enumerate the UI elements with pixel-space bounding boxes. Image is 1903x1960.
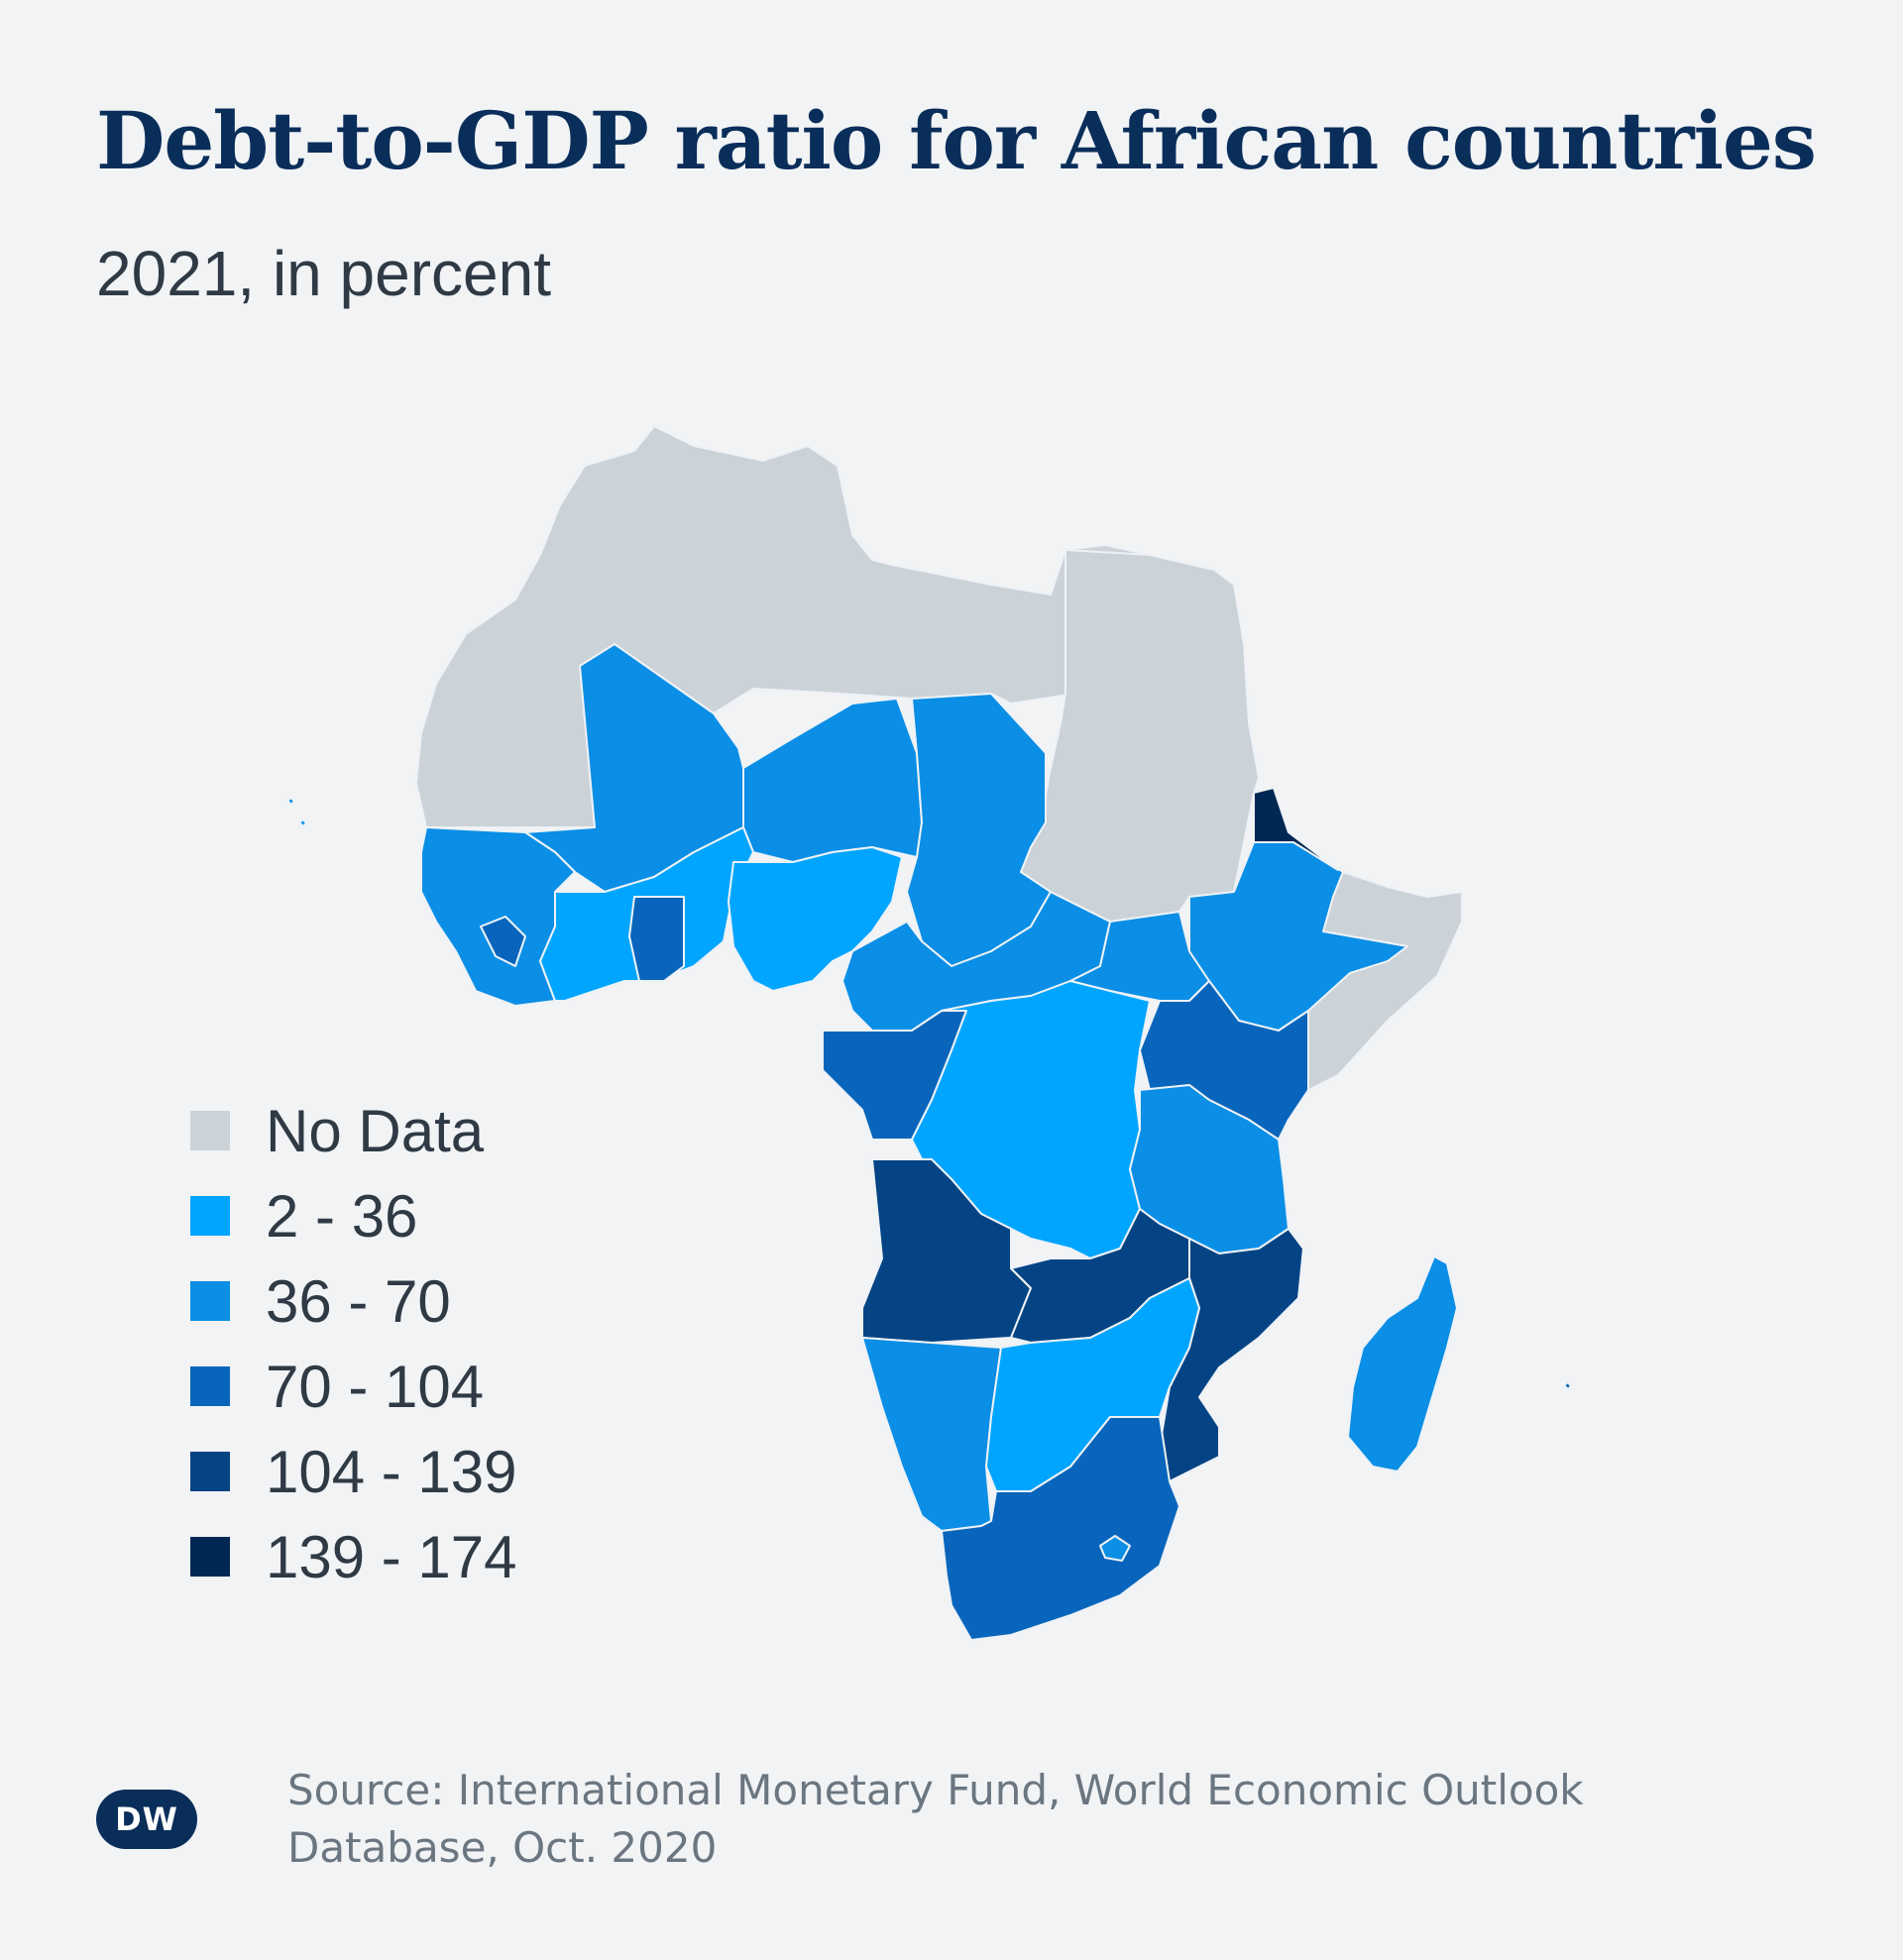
legend-label: 36 - 70 [266,1267,451,1335]
region-niger [742,698,923,863]
legend-label: 104 - 139 [266,1438,517,1505]
dw-logo: DW [96,1790,197,1849]
legend-swatch [190,1537,230,1577]
map-legend: No Data 2 - 36 36 - 70 70 - 104 104 - 13… [190,1088,517,1599]
source-note: Source: International Monetary Fund, Wor… [287,1766,1584,1872]
chart-subtitle: 2021, in percent [96,238,551,309]
region-liberia [480,916,526,967]
region-ghana [628,896,685,982]
region-mauritius [1563,1381,1572,1390]
region-botswana-zimbabwe [985,1277,1200,1492]
legend-item-2-36: 2 - 36 [190,1173,517,1258]
region-namibia [861,1337,1002,1532]
legend-swatch [190,1366,230,1406]
legend-label: 2 - 36 [266,1182,418,1250]
legend-item-139-174: 139 - 174 [190,1514,517,1599]
legend-item-36-70: 36 - 70 [190,1258,517,1344]
legend-label: 139 - 174 [266,1523,517,1590]
legend-item-no-data: No Data [190,1088,517,1173]
region-south-africa [941,1416,1180,1641]
legend-swatch [190,1196,230,1236]
region-eritrea [1253,787,1339,871]
region-cape-verde [286,797,307,827]
legend-swatch [190,1111,230,1150]
region-chad [906,693,1052,967]
legend-item-104-139: 104 - 139 [190,1429,517,1514]
legend-item-70-104: 70 - 104 [190,1344,517,1429]
region-northwest-no-data [415,425,1250,828]
region-lesotho [1099,1535,1131,1562]
chart-title: Debt-to-GDP ratio for African countries [96,94,1817,187]
legend-swatch [190,1281,230,1321]
legend-label: 70 - 104 [266,1353,485,1420]
legend-label: No Data [266,1097,485,1164]
region-madagascar [1347,1255,1458,1472]
legend-swatch [190,1452,230,1491]
